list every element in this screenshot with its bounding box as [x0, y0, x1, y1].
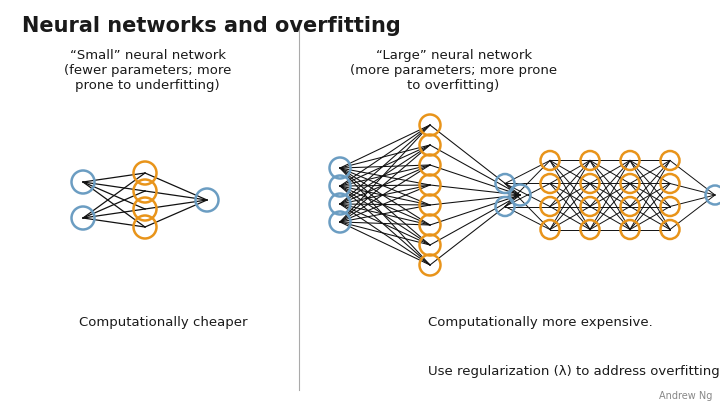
Text: “Large” neural network
(more parameters; more prone
to overfitting): “Large” neural network (more parameters;… [350, 49, 557, 92]
Text: Computationally more expensive.: Computationally more expensive. [428, 316, 653, 329]
Text: Computationally cheaper: Computationally cheaper [79, 316, 248, 329]
Text: Neural networks and overfitting: Neural networks and overfitting [22, 16, 400, 36]
Text: “Small” neural network
(fewer parameters; more
prone to underfitting): “Small” neural network (fewer parameters… [64, 49, 231, 92]
Text: Use regularization (λ) to address overfitting.: Use regularization (λ) to address overfi… [428, 364, 720, 377]
Text: Andrew Ng: Andrew Ng [660, 391, 713, 401]
